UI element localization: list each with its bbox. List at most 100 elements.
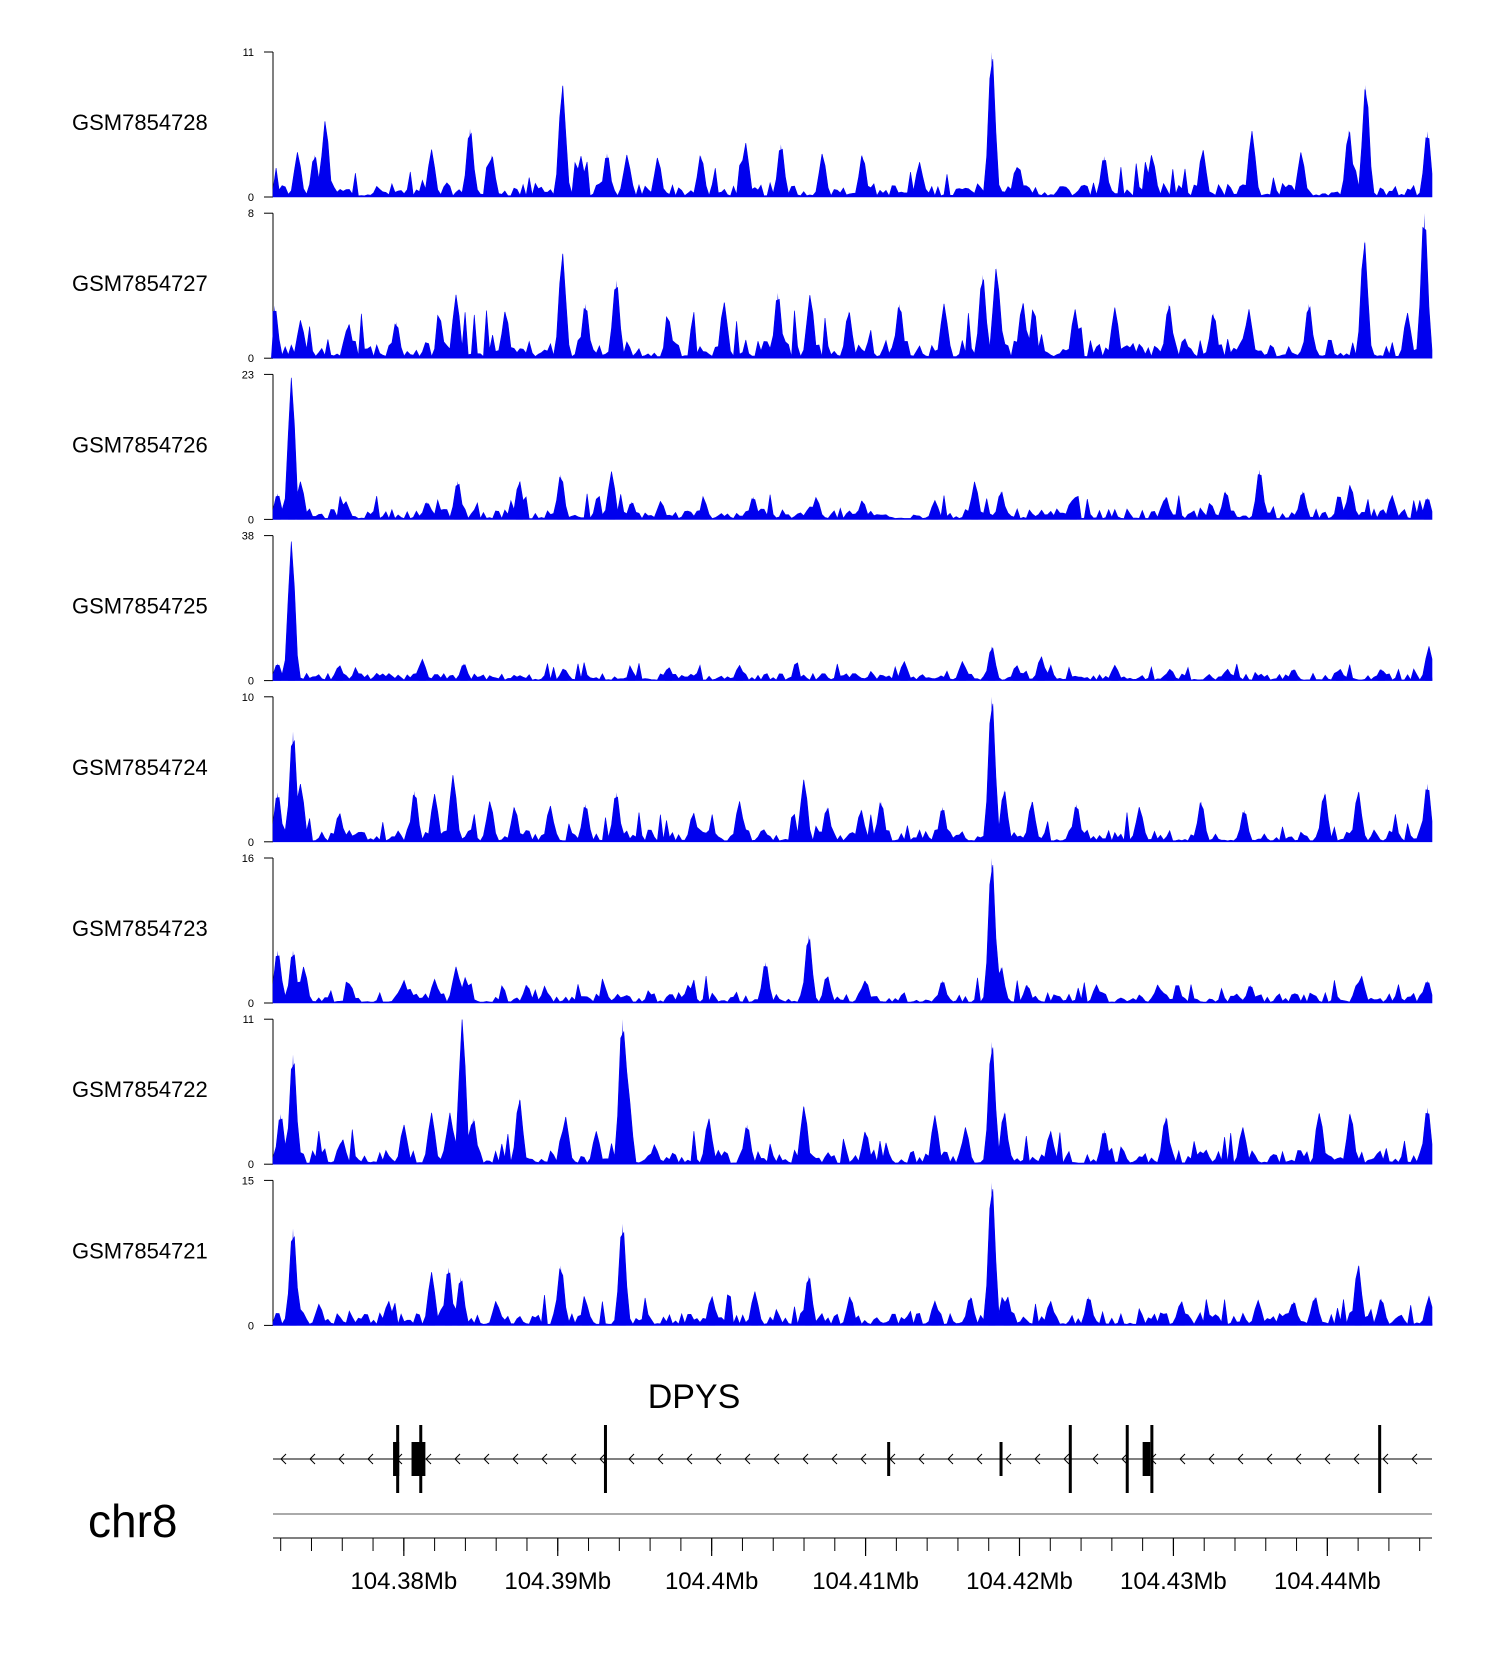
strand-arrow [570, 1453, 577, 1465]
coverage-peak [1239, 1127, 1247, 1165]
coverage-peak [735, 665, 743, 681]
coverage-peak [400, 980, 408, 1003]
axis-tick-label: 104.38Mb [350, 1568, 457, 1595]
gene-exon [1142, 1442, 1151, 1476]
coverage-peak [289, 950, 297, 1003]
coverage-peak [1289, 669, 1297, 681]
coverage-peak [1425, 646, 1433, 681]
coverage-peak [777, 144, 785, 197]
gene-exon [1125, 1425, 1129, 1493]
strand-arrow [425, 1453, 432, 1465]
coverage-peak [1069, 499, 1077, 520]
axis-tick-label: 104.42Mb [966, 1568, 1073, 1595]
track-GSM7854723: GSM7854723 16 0 [72, 853, 1433, 1010]
coverage-peak [1425, 1296, 1433, 1326]
coverage-peak [1360, 240, 1368, 359]
coverage-peak [628, 671, 636, 681]
coverage-peak [1311, 1296, 1319, 1326]
track-label: GSM7854721 [72, 1238, 208, 1263]
coverage-peak [1085, 1296, 1093, 1326]
coverage-peak [845, 311, 853, 359]
coverage-peak [274, 792, 282, 842]
strand-arrow [454, 1453, 461, 1465]
y-max-label: 16 [242, 853, 254, 865]
y-min-label: 0 [248, 837, 254, 849]
coverage-peak [428, 1272, 436, 1326]
gene-exon [1378, 1425, 1382, 1493]
coverage-peak [720, 302, 728, 359]
coverage-peak [623, 154, 631, 197]
strand-arrow [1063, 1453, 1070, 1465]
coverage-peak [454, 480, 462, 520]
coverage-peak [988, 1041, 996, 1165]
coverage-peak [1289, 1301, 1297, 1326]
coverage-peak [1023, 984, 1031, 1003]
coverage-peak [486, 801, 494, 842]
gene-exon [603, 1425, 607, 1493]
coverage-peak [862, 980, 870, 1003]
coverage-peak [612, 792, 620, 842]
strand-arrow [367, 1453, 374, 1465]
coverage-peak [618, 1223, 626, 1326]
coverage-peak [452, 294, 460, 359]
coverage-peak [511, 807, 519, 842]
coverage-peak [962, 1127, 970, 1165]
strand-arrow [280, 1453, 287, 1465]
strand-arrow [1092, 1453, 1099, 1465]
coverage-peak [1165, 303, 1173, 359]
track-label: GSM7854722 [72, 1077, 208, 1102]
coverage-peak [859, 500, 867, 520]
coverage-peak [1346, 1112, 1354, 1165]
coverage-area [272, 58, 1433, 198]
coverage-peak [859, 154, 867, 197]
track-GSM7854721: GSM7854721 15 0 [72, 1175, 1433, 1332]
coverage-peak [735, 801, 743, 842]
coverage-peak [971, 481, 979, 520]
coverage-peak [592, 1131, 600, 1165]
coverage-peak [685, 984, 693, 1003]
coverage-peak [992, 267, 1000, 359]
coverage-peak [988, 1182, 996, 1326]
coverage-peak [300, 966, 308, 1003]
gene-exon [887, 1442, 891, 1476]
strand-arrow [1353, 1453, 1360, 1465]
coverage-peak [411, 791, 419, 842]
coverage-peak [428, 149, 436, 197]
coverage-peak [428, 1112, 436, 1165]
coverage-area [272, 703, 1433, 843]
axis-tick-label: 104.39Mb [504, 1568, 611, 1595]
y-max-label: 23 [242, 369, 254, 381]
y-min-label: 0 [248, 1159, 254, 1171]
coverage-peak [338, 1139, 346, 1165]
coverage-peak [1423, 783, 1431, 842]
strand-arrow [744, 1453, 751, 1465]
coverage-peak [557, 1265, 565, 1326]
strand-arrow [1382, 1453, 1389, 1465]
strand-arrow [1179, 1453, 1186, 1465]
track-label: GSM7854727 [72, 271, 208, 296]
coverage-peak [1336, 669, 1344, 681]
coverage-peak [1403, 312, 1411, 359]
coverage-peak [705, 1118, 713, 1165]
coverage-peak [1299, 491, 1307, 520]
coverage-peak [751, 1291, 759, 1326]
strand-arrow [1266, 1453, 1273, 1465]
coverage-peak [1148, 154, 1156, 197]
coverage-peak [297, 481, 305, 520]
coverage-peak [1420, 213, 1428, 359]
coverage-peak [612, 280, 620, 359]
coverage-peak [1166, 669, 1174, 681]
coverage-peak [335, 665, 343, 681]
strand-arrow [1034, 1453, 1041, 1465]
strand-arrow [309, 1453, 316, 1465]
strand-arrow [831, 1453, 838, 1465]
coverage-peak [818, 153, 826, 197]
coverage-peak [1346, 484, 1354, 520]
strand-arrow [1005, 1453, 1012, 1465]
strand-arrow [1411, 1453, 1418, 1465]
coverage-peak [665, 667, 673, 681]
coverage-peak [1357, 975, 1365, 1003]
coverage-peak [546, 805, 554, 842]
track-label: GSM7854724 [72, 755, 208, 780]
